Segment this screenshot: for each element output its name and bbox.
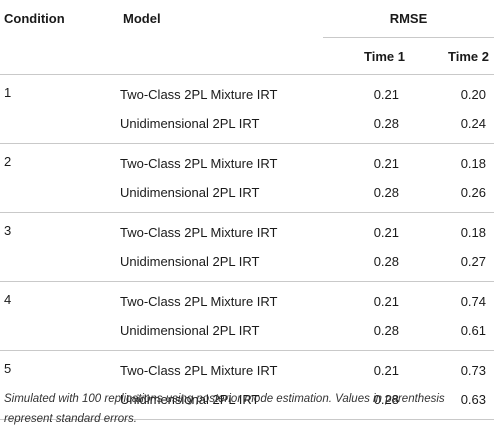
table-header: Condition Model RMSE Time 1 Time 2: [0, 0, 494, 75]
model-cell: Unidimensional 2PL IRT: [120, 318, 323, 351]
time1-column-header: Time 1: [323, 37, 415, 75]
model-cell: Unidimensional 2PL IRT: [120, 387, 323, 420]
time2-column-header: Time 2: [415, 37, 494, 75]
time2-cell: 0.24: [415, 111, 494, 144]
model-cell: Unidimensional 2PL IRT: [120, 180, 323, 213]
time1-cell: 0.28: [323, 180, 415, 213]
time1-cell: 0.28: [323, 318, 415, 351]
table-row: Unidimensional 2PL IRT 0.28 0.61: [0, 318, 494, 351]
table-row: Unidimensional 2PL IRT 0.28 0.63: [0, 387, 494, 420]
header-row-top: Condition Model RMSE: [0, 0, 494, 75]
time2-cell: 0.27: [415, 249, 494, 282]
condition-cell: 4: [0, 281, 120, 351]
rmse-table: Condition Model RMSE Time 1 Time 2 1 Two…: [0, 0, 494, 420]
table-row: Unidimensional 2PL IRT 0.28 0.27: [0, 249, 494, 282]
model-cell: Two-Class 2PL Mixture IRT: [120, 224, 278, 240]
table-row: Unidimensional 2PL IRT 0.28 0.26: [0, 180, 494, 213]
table-row: 5 Two-Class 2PL Mixture IRT 0.21 0.73: [0, 350, 494, 420]
time2-cell: 0.61: [415, 318, 494, 351]
time1-cell: 0.21: [373, 86, 399, 102]
time1-cell: 0.28: [323, 111, 415, 144]
rmse-column-header: RMSE: [323, 0, 494, 38]
model-column-header: Model: [120, 0, 323, 75]
table-row: 1 Two-Class 2PL Mixture IRT 0.21 0.20: [0, 74, 494, 144]
time1-cell: 0.21: [373, 155, 399, 171]
condition-cell: 3: [0, 212, 120, 282]
table-row: 2 Two-Class 2PL Mixture IRT 0.21 0.18: [0, 143, 494, 213]
time2-cell: 0.74: [460, 293, 486, 309]
time2-cell: 0.26: [415, 180, 494, 213]
time2-cell: 0.63: [415, 387, 494, 420]
model-cell: Two-Class 2PL Mixture IRT: [120, 155, 278, 171]
table-footnote: Simulated with 100 replications using po…: [4, 393, 445, 425]
time1-cell: 0.28: [323, 387, 415, 420]
model-cell: Unidimensional 2PL IRT: [120, 249, 323, 282]
condition-cell: 5: [0, 350, 120, 420]
time2-cell: 0.18: [460, 224, 486, 240]
table-row: Unidimensional 2PL IRT 0.28 0.24: [0, 111, 494, 144]
model-cell: Two-Class 2PL Mixture IRT: [120, 293, 278, 309]
time1-cell: 0.21: [373, 362, 399, 378]
condition-column-header: Condition: [0, 0, 120, 75]
table-row: 4 Two-Class 2PL Mixture IRT 0.21 0.74: [0, 281, 494, 351]
model-cell: Unidimensional 2PL IRT: [120, 111, 323, 144]
model-cell: Two-Class 2PL Mixture IRT: [120, 362, 278, 378]
time2-cell: 0.20: [460, 86, 486, 102]
table-row: 3 Two-Class 2PL Mixture IRT 0.21 0.18: [0, 212, 494, 282]
time1-cell: 0.21: [373, 224, 399, 240]
time2-cell: 0.18: [460, 155, 486, 171]
time1-cell: 0.21: [373, 293, 399, 309]
model-cell: Two-Class 2PL Mixture IRT: [120, 86, 278, 102]
table-body: 1 Two-Class 2PL Mixture IRT 0.21 0.20 Un…: [0, 74, 494, 420]
condition-cell: 1: [0, 74, 120, 144]
time2-cell: 0.73: [460, 362, 486, 378]
time1-cell: 0.28: [323, 249, 415, 282]
header-row-sub: Time 1 Time 2: [0, 37, 494, 75]
condition-cell: 2: [0, 143, 120, 213]
